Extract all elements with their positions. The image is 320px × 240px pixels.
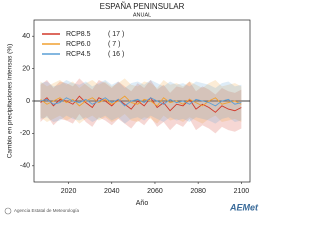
x-tick-label: 2060 [147, 188, 163, 195]
plot-frame [33, 19, 251, 183]
x-axis-label: Año [136, 200, 149, 207]
logo: AEMet [229, 202, 259, 212]
y-axis-label: Cambio en precipitaciones intensas (%) [7, 44, 14, 159]
footer-text: Agencia Estatal de Meteorología [14, 208, 80, 213]
series-line [40, 95, 242, 113]
legend-count: ( 7 ) [108, 41, 120, 48]
y-tick-label: 20 [22, 65, 30, 72]
legend-count: ( 16 ) [108, 51, 124, 58]
range-band [40, 78, 242, 134]
y-tick-label: -20 [20, 130, 30, 137]
chart-subtitle: ANUAL [133, 12, 151, 18]
legend-label: RCP8.5 [66, 31, 91, 38]
legend-label: RCP6.0 [66, 41, 91, 48]
y-tick-label: 0 [26, 98, 30, 105]
y-tick-label: 40 [22, 33, 30, 40]
legend-label: RCP4.5 [66, 51, 91, 58]
chart: ESPAÑA PENINSULAR ANUAL Cambio en precip… [4, 2, 260, 215]
x-tick-label: 2040 [104, 188, 120, 195]
legend-count: ( 17 ) [108, 31, 124, 38]
series-line [40, 97, 242, 107]
x-tick-label: 2100 [234, 188, 250, 195]
x-tick-label: 2020 [61, 188, 77, 195]
series-line [40, 95, 242, 107]
chart-title: ESPAÑA PENINSULAR [100, 2, 185, 11]
footer-icon [4, 207, 12, 215]
y-tick-label: -40 [20, 163, 30, 170]
x-tick-label: 2080 [190, 188, 206, 195]
